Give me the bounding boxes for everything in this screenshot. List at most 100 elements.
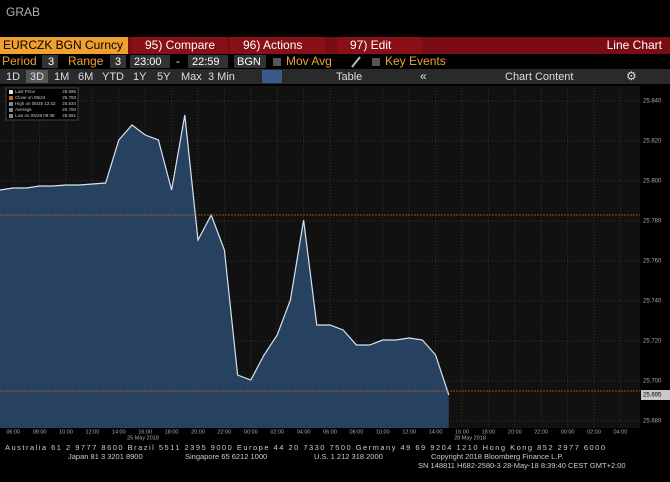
legend-label: Average <box>15 107 32 112</box>
range-value[interactable]: 3 <box>115 56 121 68</box>
period-label: Period <box>2 54 37 68</box>
footer-line: U.S. 1 212 318 2000 <box>314 452 383 461</box>
range-button[interactable] <box>26 70 48 83</box>
range-button-label[interactable]: 3D <box>30 71 44 83</box>
y-tick-label: 25.720 <box>643 339 662 345</box>
pencil-icon[interactable] <box>351 56 361 68</box>
footer-line: Singapore 65 6212 1000 <box>185 452 267 461</box>
legend-label: Low on 05/28 08:38 <box>15 113 55 118</box>
range-box[interactable] <box>110 55 126 68</box>
actions-btn[interactable] <box>230 37 325 54</box>
range-label: Range <box>68 54 104 68</box>
y-tick-label: 25.840 <box>643 99 662 105</box>
range-button-label[interactable]: 5Y <box>157 71 171 83</box>
edit[interactable]: 97) Edit <box>350 38 392 52</box>
range-button[interactable] <box>177 70 206 83</box>
plot: 25.680 25.700 25.720 25.740 25.760 25.780 25.8… <box>0 88 670 441</box>
x-tick-label: 02:00 <box>270 429 284 435</box>
legend-value: 25.783 <box>62 95 76 100</box>
line-icon[interactable] <box>262 70 282 83</box>
range-start[interactable]: 23:00 <box>134 56 162 68</box>
range-button[interactable] <box>50 70 72 83</box>
range-end[interactable]: 22:59 <box>192 56 220 68</box>
edit-btn[interactable] <box>337 37 422 54</box>
x-tick-label: 04:00 <box>614 429 628 435</box>
y-tick-label: 25.780 <box>643 219 662 225</box>
legend <box>5 87 79 121</box>
footer-line: Australia 61 2 9777 8600 Brazil 5511 239… <box>5 443 605 452</box>
key-events[interactable]: Key Events <box>385 54 446 68</box>
window-title: GRAB <box>6 5 40 19</box>
x-tick-label: 16:00 <box>455 429 469 435</box>
y-tick-label: 25.700 <box>643 379 662 385</box>
legend-label: Last Price <box>15 89 36 94</box>
end-box[interactable] <box>188 55 228 68</box>
legend-swatch <box>9 90 13 94</box>
x-tick-label: 10:00 <box>59 429 73 435</box>
x-tick-label: 06:00 <box>323 429 337 435</box>
collapse-icon[interactable]: « <box>420 69 427 83</box>
legend-value: 25.760 <box>62 107 76 112</box>
range-button[interactable] <box>2 70 24 83</box>
range-button[interactable] <box>153 70 175 83</box>
x-tick-label: 22:00 <box>534 429 548 435</box>
x-tick-label: 14:00 <box>429 429 443 435</box>
footer-line: Copyright 2018 Bloomberg Finance L.P. <box>431 452 563 461</box>
actions[interactable]: 96) Actions <box>243 38 302 52</box>
source-box[interactable] <box>234 55 266 68</box>
start-box[interactable] <box>130 55 170 68</box>
compare[interactable]: 95) Compare <box>145 38 215 52</box>
period-box[interactable] <box>42 55 58 68</box>
range-button[interactable] <box>74 70 96 83</box>
range-button[interactable] <box>129 70 151 83</box>
security-box[interactable] <box>0 37 128 54</box>
checkbox[interactable] <box>372 58 380 66</box>
legend-value: 25.834 <box>62 101 76 106</box>
x-tick-label: 02:00 <box>587 429 601 435</box>
view-name: Line Chart <box>607 38 663 52</box>
last-value-label: 25.695 <box>643 393 662 399</box>
range-sep: - <box>176 56 180 68</box>
x-tick-label: 04:00 <box>297 429 311 435</box>
x-tick-label: 18:00 <box>482 429 496 435</box>
x-tick-label: 12:00 <box>402 429 416 435</box>
legend-swatch <box>9 108 13 112</box>
period-value[interactable]: 3 <box>48 56 54 68</box>
compare-btn[interactable] <box>132 37 227 54</box>
range-button-label[interactable]: 6M <box>78 71 93 83</box>
x-tick-label: 16:00 <box>138 429 152 435</box>
y-tick-label: 25.820 <box>643 139 662 145</box>
table-btn[interactable]: Table <box>336 71 362 83</box>
range-button[interactable] <box>98 70 127 83</box>
legend-swatch <box>9 114 13 118</box>
legend-value: 25.695 <box>62 89 76 94</box>
range-button-label[interactable]: 1D <box>6 71 20 83</box>
y-tick-label: 25.680 <box>643 419 662 425</box>
legend-label: Close on 05/24 <box>15 95 46 100</box>
legend-value: 25.691 <box>62 113 76 118</box>
date-label: 28 May 2018 <box>454 435 486 441</box>
chart-content[interactable]: Chart Content <box>505 71 573 83</box>
range-button-label[interactable]: 1Y <box>133 71 147 83</box>
footer-line: SN 148811 H682-2580-3 28-May-18 8:39:40 … <box>418 461 626 470</box>
area-fill <box>0 115 449 428</box>
x-tick-label: 22:00 <box>218 429 232 435</box>
interval[interactable]: 3 Min <box>208 71 235 83</box>
line <box>0 114 450 396</box>
range-button-label[interactable]: 1M <box>54 71 69 83</box>
x-tick-label: 14:00 <box>112 429 126 435</box>
x-tick-label: 00:00 <box>244 429 258 435</box>
x-tick-label: 20:00 <box>508 429 522 435</box>
range-button-label[interactable]: Max <box>181 71 202 83</box>
last-value-box <box>641 390 670 400</box>
checkbox[interactable] <box>273 58 281 66</box>
range-button-label[interactable]: YTD <box>102 71 124 83</box>
date-label: 25 May 2018 <box>127 435 159 441</box>
mov-avg[interactable]: Mov Avg <box>286 54 332 68</box>
source[interactable]: BGN <box>237 56 261 68</box>
settings-icon[interactable]: ⚙ <box>626 69 637 83</box>
y-tick-label: 25.760 <box>643 259 662 265</box>
x-tick-label: 10:00 <box>376 429 390 435</box>
